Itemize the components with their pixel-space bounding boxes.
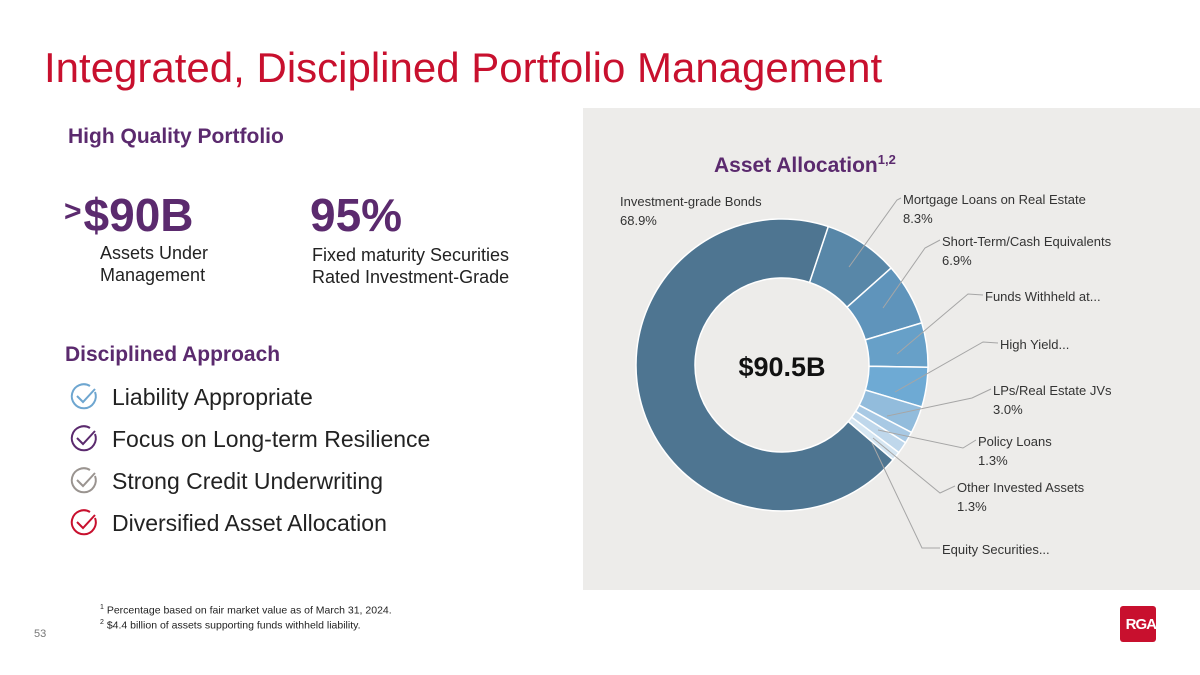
slice-value: 1.3% <box>978 453 1008 468</box>
greater-than: > <box>64 195 82 228</box>
slice-label: Short-Term/Cash Equivalents 6.9% <box>942 232 1111 270</box>
footnote-2: 2 $4.4 billion of assets supporting fund… <box>100 619 361 632</box>
approach-item: Diversified Asset Allocation <box>68 507 387 539</box>
slice-category: LPs/Real Estate JVs <box>993 383 1112 398</box>
approach-item: Focus on Long-term Resilience <box>68 423 430 455</box>
leader-line <box>896 293 984 355</box>
slice-label: High Yield... <box>1000 335 1069 354</box>
aum-label-line: Management <box>100 265 206 285</box>
page-number: 53 <box>34 628 47 640</box>
slice-category: Funds Withheld at... <box>985 289 1101 304</box>
slice-value: 6.9% <box>942 253 972 268</box>
slice-category: Other Invested Assets <box>957 480 1085 495</box>
checkmark-icon <box>70 467 97 494</box>
leader-line <box>872 437 956 494</box>
chart-title-footnote: 1,2 <box>877 152 896 167</box>
slice-label: Funds Withheld at... <box>985 287 1101 306</box>
slice-category: High Yield... <box>1000 337 1070 352</box>
slice-label: Other Invested Assets 1.3% <box>957 478 1084 516</box>
chart-title: Asset Allocation1,2 <box>714 152 896 178</box>
footnote-1: 1 Percentage based on fair market value … <box>100 604 392 617</box>
checkmark-icon <box>70 509 97 536</box>
slice-category: Mortgage Loans on Real Estate <box>903 192 1086 207</box>
leader-line <box>886 388 992 417</box>
approach-item-label: Liability Appropriate <box>112 383 313 410</box>
checkmark-icon <box>70 425 97 452</box>
ig-stat-value: 95% <box>310 189 403 241</box>
leader-line <box>882 239 941 309</box>
footnote-num: 2 <box>100 619 104 626</box>
donut-slice <box>635 218 895 512</box>
donut-center-total: $90.5B <box>738 352 826 382</box>
aum-label-line: Assets Under <box>100 243 209 263</box>
slice-label: Mortgage Loans on Real Estate 8.3% <box>903 190 1086 228</box>
approach-item-label: Focus on Long-term Resilience <box>112 425 431 452</box>
ig-label-line: Rated Investment-Grade <box>312 267 510 287</box>
slice-label: Investment-grade Bonds 68.9% <box>620 192 762 230</box>
slice-value: 8.3% <box>903 211 933 226</box>
approach-item: Strong Credit Underwriting <box>68 465 383 497</box>
slice-category: Short-Term/Cash Equivalents <box>942 234 1112 249</box>
rga-logo: RGA <box>1120 606 1157 642</box>
slice-value: 68.9% <box>620 213 657 228</box>
approach-item-label: Strong Credit Underwriting <box>112 467 384 494</box>
aum-label: Assets Under Management <box>100 242 208 286</box>
donut-chart <box>635 197 999 549</box>
slice-value: 3.0% <box>993 402 1023 417</box>
aum-value: $90B <box>83 189 194 241</box>
slice-label: Equity Securities... <box>942 540 1050 559</box>
slice-category: Policy Loans <box>978 434 1052 449</box>
approach-heading: Disciplined Approach <box>65 343 281 366</box>
footnote-text: Percentage based on fair market value as… <box>106 604 392 617</box>
slice-category: Equity Securities... <box>942 542 1050 557</box>
high-quality-heading: High Quality Portfolio <box>68 125 284 148</box>
approach-item-label: Diversified Asset Allocation <box>112 509 387 536</box>
ig-label: Fixed maturity Securities Rated Investmen… <box>312 244 509 288</box>
leader-line <box>894 341 999 393</box>
footnote-num: 1 <box>100 604 104 611</box>
footnote-text: $4.4 billion of assets supporting funds … <box>106 619 361 632</box>
checkmark-icon <box>70 383 97 410</box>
slice-label: Policy Loans 1.3% <box>978 432 1052 470</box>
ig-label-line: Fixed maturity Securities <box>312 245 510 265</box>
approach-item: Liability Appropriate <box>68 381 313 413</box>
slice-category: Investment-grade Bonds <box>620 194 762 209</box>
chart-title-text: Asset Allocation <box>714 154 878 177</box>
slice-label: LPs/Real Estate JVs 3.0% <box>993 381 1112 419</box>
page-title: Integrated, Disciplined Portfolio Manage… <box>44 44 883 91</box>
slice-value: 1.3% <box>957 499 987 514</box>
aum-stat: >$90B <box>64 188 194 242</box>
leader-line <box>871 442 940 549</box>
leader-line <box>877 429 977 449</box>
leader-line <box>848 197 902 268</box>
